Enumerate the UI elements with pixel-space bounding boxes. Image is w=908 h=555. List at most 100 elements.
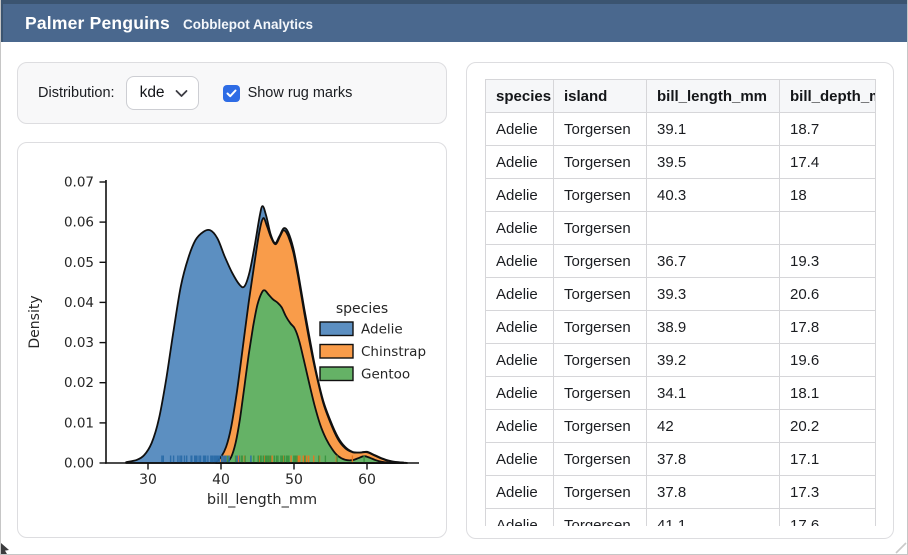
table-cell: 20.2 [779, 409, 875, 443]
table-cell: 42 [646, 409, 780, 443]
distribution-label: Distribution: [38, 85, 115, 101]
table-cell: 37.8 [646, 475, 780, 509]
distribution-select[interactable]: kde [125, 76, 199, 110]
chevron-down-icon [175, 89, 188, 98]
table-scroll-area[interactable]: speciesislandbill_length_mmbill_depth_mm… [485, 79, 876, 526]
chart-legend: species Adelie Chinstrap Gentoo [319, 301, 426, 383]
table-cell: 36.7 [646, 244, 780, 278]
table-cell: Torgersen [553, 244, 647, 278]
table-cell: 17.4 [779, 145, 875, 179]
legend-swatch [319, 366, 354, 382]
table-cell: 19.6 [779, 343, 875, 377]
table-cell: 39.5 [646, 145, 780, 179]
svg-text:50: 50 [285, 472, 303, 488]
table-cell: Torgersen [553, 277, 647, 311]
table-cell: 18.7 [779, 112, 875, 146]
table-row: Adelie Torgersen 37.8 17.1 [485, 442, 875, 476]
table-cell: Adelie [485, 244, 554, 278]
table-cell [779, 211, 875, 245]
chart-card: 0.00 0.01 0.02 0.03 0.04 0.05 0.06 0.07 30 40 50 60… [17, 142, 447, 538]
table-row: Adelie Torgersen 39.3 20.6 [485, 277, 875, 311]
svg-text:0.06: 0.06 [64, 215, 94, 231]
kde-areas [125, 205, 408, 464]
svg-text:0.01: 0.01 [64, 415, 94, 431]
table-row: Adelie Torgersen [485, 211, 875, 245]
table-cell: 39.2 [646, 343, 780, 377]
svg-text:0.03: 0.03 [64, 335, 94, 351]
svg-text:40: 40 [212, 472, 230, 488]
column-header: species [485, 79, 554, 113]
table-cell: 17.3 [779, 475, 875, 509]
table-row: Adelie Torgersen 39.2 19.6 [485, 343, 875, 377]
x-axis-ticks: 30 40 50 60 [139, 463, 376, 488]
table-cell: Adelie [485, 343, 554, 377]
column-header: bill_depth_mm [779, 79, 875, 113]
rug-checkbox[interactable] [222, 84, 240, 102]
distribution-select-value: kde [139, 84, 165, 101]
table-cell: Torgersen [553, 112, 647, 146]
kde-area-gentoo [225, 289, 396, 464]
table-card: speciesislandbill_length_mmbill_depth_mm… [466, 62, 894, 539]
table-cell: Adelie [485, 508, 554, 526]
table-row: Adelie Torgersen 40.3 18 [485, 178, 875, 212]
rug-checkbox-label: Show rug marks [247, 85, 353, 101]
table-cell: Torgersen [553, 475, 647, 509]
table-cell: Torgersen [553, 145, 647, 179]
cursor-pointer-icon [1, 542, 11, 554]
table-cell: Torgersen [553, 343, 647, 377]
app-subtitle: Cobblepot Analytics [183, 16, 314, 32]
legend-swatch [319, 321, 354, 337]
table-cell: 39.3 [646, 277, 780, 311]
table-row: Adelie Torgersen 41.1 17.6 [485, 508, 875, 526]
table-cell: Torgersen [553, 376, 647, 410]
table-row: Adelie Torgersen 34.1 18.1 [485, 376, 875, 410]
table-cell: 37.8 [646, 442, 780, 476]
table-row: Adelie Torgersen 39.5 17.4 [485, 145, 875, 179]
app-header: Palmer Penguins Cobblepot Analytics [1, 0, 907, 42]
column-header: bill_length_mm [646, 79, 780, 113]
table-cell: 40.3 [646, 178, 780, 212]
table-cell: Adelie [485, 112, 554, 146]
table-cell: Torgersen [553, 211, 647, 245]
rug-marks [161, 455, 365, 463]
table-row: Adelie Torgersen 42 20.2 [485, 409, 875, 443]
table-row: Adelie Torgersen 37.8 17.3 [485, 475, 875, 509]
y-axis-label: Density [27, 295, 43, 348]
checkmark-icon [226, 89, 237, 98]
column-header: island [553, 79, 647, 113]
table-cell: 41.1 [646, 508, 780, 526]
legend-label: Gentoo [361, 367, 410, 383]
svg-text:0.02: 0.02 [64, 375, 94, 391]
table-cell: 17.1 [779, 442, 875, 476]
table-row: Adelie Torgersen 38.9 17.8 [485, 310, 875, 344]
svg-text:60: 60 [358, 472, 376, 488]
table-cell: Adelie [485, 475, 554, 509]
x-axis-label: bill_length_mm [207, 492, 317, 508]
legend-label: Adelie [361, 322, 403, 338]
table-cell: 18.1 [779, 376, 875, 410]
table-cell: Adelie [485, 442, 554, 476]
table-cell: Adelie [485, 178, 554, 212]
resize-grip-icon[interactable] [892, 539, 907, 554]
table-cell: 34.1 [646, 376, 780, 410]
table-cell: Torgersen [553, 442, 647, 476]
kde-chart: 0.00 0.01 0.02 0.03 0.04 0.05 0.06 0.07 30 40 50 60… [18, 143, 446, 537]
table-cell [646, 211, 780, 245]
table-cell: Torgersen [553, 409, 647, 443]
y-axis-ticks: 0.00 0.01 0.02 0.03 0.04 0.05 0.06 0.07 [64, 175, 106, 472]
legend-title: species [336, 301, 388, 317]
svg-text:0.04: 0.04 [64, 295, 94, 311]
table-cell: Torgersen [553, 178, 647, 212]
table-cell: 17.8 [779, 310, 875, 344]
table-cell: Adelie [485, 145, 554, 179]
table-row: Adelie Torgersen 39.1 18.7 [485, 112, 875, 146]
penguins-table: speciesislandbill_length_mmbill_depth_mm… [485, 79, 875, 526]
table-cell: 18 [779, 178, 875, 212]
table-cell: 19.3 [779, 244, 875, 278]
table-cell: Adelie [485, 310, 554, 344]
legend-swatch [319, 343, 354, 359]
controls-panel: Distribution: kde Show rug marks [17, 62, 447, 124]
table-cell: Torgersen [553, 508, 647, 526]
